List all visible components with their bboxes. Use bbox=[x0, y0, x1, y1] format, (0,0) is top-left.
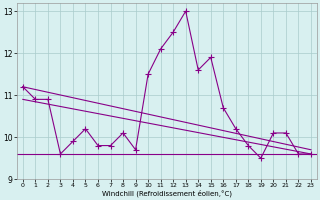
X-axis label: Windchill (Refroidissement éolien,°C): Windchill (Refroidissement éolien,°C) bbox=[102, 190, 232, 197]
